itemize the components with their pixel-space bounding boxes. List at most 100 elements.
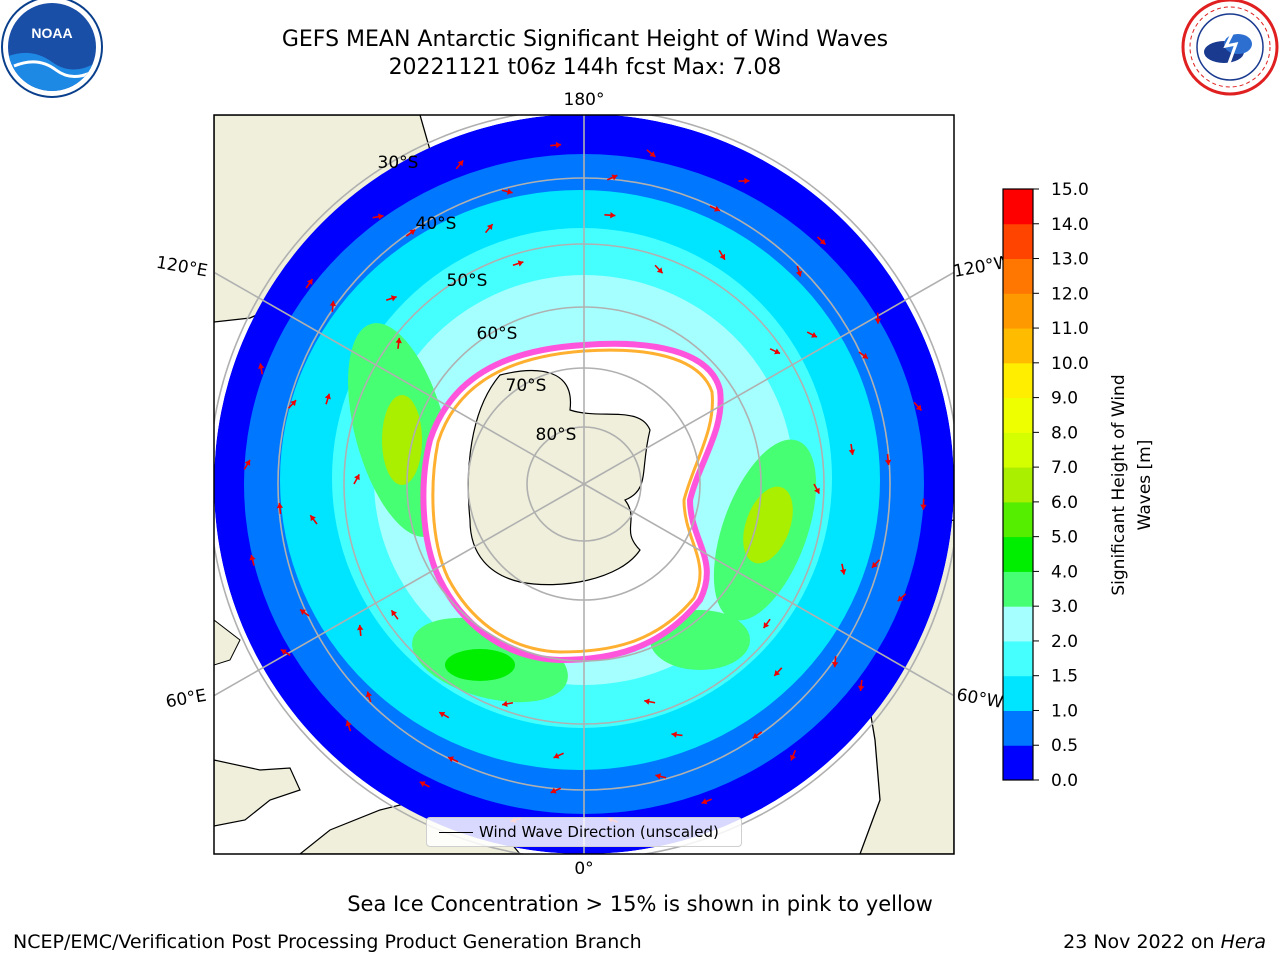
colorbar-tick-label: 4.0	[1051, 562, 1078, 582]
colorbar-tick-label: 6.0	[1051, 493, 1078, 513]
colorbar-tick-label: 1.0	[1051, 701, 1078, 721]
wind-wave-arrow-head	[439, 711, 446, 718]
noaa-logo-icon: NOAA	[1, 0, 103, 98]
legend-label: Wind Wave Direction (unscaled)	[479, 823, 719, 841]
wind-wave-arrow-head	[848, 449, 856, 455]
wind-wave-arrow-head	[310, 515, 316, 522]
colorbar-segment	[1003, 328, 1033, 364]
lat-label-30s: 30°S	[378, 153, 419, 173]
colorbar-tick-label: 14.0	[1051, 215, 1089, 235]
wind-wave-arrow-head	[391, 610, 397, 617]
wind-wave-arrow-head	[249, 554, 256, 561]
wind-wave-arrow-head	[814, 487, 820, 494]
footer-host: Hera	[1220, 931, 1266, 953]
colorbar-tick-label: 13.0	[1051, 250, 1089, 270]
lon-label-60e: 60°E	[164, 686, 208, 713]
colorbar-segment	[1003, 606, 1033, 642]
colorbar-label-line1: Significant Height of Wind	[1109, 374, 1129, 595]
noaa-logo-label: NOAA	[31, 25, 72, 41]
colorbar-frame	[1002, 188, 1034, 781]
lat-label-70s: 70°S	[506, 376, 547, 396]
sea-ice-note: Sea Ice Concentration > 15% is shown in …	[347, 892, 933, 916]
wind-wave-arrow-head	[701, 798, 708, 805]
wind-wave-arrow-head	[752, 732, 759, 739]
wind-wave-arrow-head	[774, 348, 781, 355]
wind-wave-arrow-head	[290, 400, 297, 407]
wind-wave-arrow-head	[486, 224, 493, 231]
wind-wave-arrow-head	[796, 270, 803, 277]
colorbar-tick-label: 2.0	[1051, 632, 1078, 652]
graticule	[214, 115, 954, 854]
wind-wave-arrow-head	[553, 752, 560, 759]
colorbar-tick-label: 15.0	[1051, 180, 1089, 200]
wind-wave-arrow-head	[819, 238, 826, 245]
plot-title-line2: 20221121 t06z 144h fcst Max: 7.08	[388, 55, 782, 80]
colorbar-tick-label: 10.0	[1051, 354, 1089, 374]
land-madagascar	[214, 619, 241, 666]
wind-wave-arrow-head	[448, 756, 454, 763]
wind-wave-arrow-head	[839, 569, 847, 575]
wind-wave-arrow-head	[897, 595, 904, 602]
colorbar-tick-label: 0.0	[1051, 771, 1078, 791]
wind-wave-arrow-head	[884, 459, 892, 466]
wind-wave-arrow-head	[655, 773, 662, 780]
colorbar-segment	[1003, 223, 1033, 260]
wind-wave-arrow-head	[774, 670, 781, 676]
wind-wave-arrow-head	[744, 177, 750, 185]
colorbar-tick-label: 9.0	[1051, 389, 1078, 409]
colorbar-segment	[1003, 432, 1033, 468]
colorbar-tick-label: 12.0	[1051, 284, 1089, 304]
colorbar-tick-label: 1.5	[1051, 667, 1078, 687]
plot-title-line1: GEFS MEAN Antarctic Significant Height o…	[281, 27, 889, 52]
wind-wave-arrow-head	[517, 260, 524, 267]
wind-wave-arrow-head	[258, 363, 265, 369]
wind-wave-arrow-head	[395, 337, 402, 344]
colorbar-segment	[1003, 293, 1033, 329]
wind-wave-arrow-head	[644, 698, 650, 705]
wind-wave-arrow-head	[419, 781, 426, 788]
colorbar-tick-label: 3.0	[1051, 597, 1078, 617]
colorbar-segment	[1003, 571, 1033, 607]
footer-date-text: 23 Nov 2022 on	[1063, 931, 1215, 953]
colorbar: 0.0 0.5 1.0 1.5 2.0 3.0 4.0 5.0 6.0 7.0 8.0 9.0 10.0…	[1002, 180, 1089, 791]
colorbar-segment	[1003, 467, 1033, 503]
lon-label-120e: 120°E	[155, 253, 209, 282]
wind-wave-arrow-head	[307, 279, 313, 285]
wind-wave-arrow-head	[276, 502, 284, 509]
wind-wave-arrow-head	[611, 174, 618, 181]
colorbar-tick-label: 0.5	[1051, 736, 1078, 756]
wind-wave-arrow-head	[409, 229, 416, 236]
colorbar-tick-label: 8.0	[1051, 423, 1078, 443]
colorbar-label-line2: Waves [m]	[1135, 440, 1155, 531]
footer-branch: NCEP/EMC/Verification Post Processing Pr…	[13, 931, 642, 953]
wind-wave-arrow-head	[649, 151, 656, 157]
colorbar-segment	[1003, 189, 1033, 225]
map-frame	[213, 114, 955, 855]
map-legend: Wind Wave Direction (unscaled)	[426, 817, 742, 847]
wind-wave-arrow-head	[345, 720, 352, 727]
wind-wave-arrow-head	[357, 624, 364, 631]
colorbar-segment	[1003, 501, 1033, 538]
wind-wave-arrow-head	[506, 188, 513, 195]
wind-wave-direction-arrows	[243, 141, 927, 824]
wind-wave-arrow-head	[354, 474, 360, 481]
wind-wave-arrow-head	[719, 253, 726, 260]
wind-wave-arrow-head	[763, 622, 770, 629]
footer-date: 23 Nov 2022 on Hera	[1063, 931, 1266, 953]
colorbar-segment	[1003, 397, 1033, 433]
legend-line-icon	[439, 832, 473, 833]
colorbar-segment	[1003, 675, 1033, 711]
wind-wave-arrow-head	[671, 731, 677, 738]
wind-wave-arrow-head	[915, 404, 922, 411]
wind-wave-arrow-head	[610, 212, 616, 219]
wind-wave-arrow-head	[874, 318, 882, 324]
lon-label-180: 180°	[564, 90, 605, 110]
wind-wave-arrow-head	[656, 267, 663, 274]
nws-logo-icon	[1181, 0, 1279, 96]
colorbar-segment	[1003, 536, 1033, 572]
wind-wave-arrow-head	[862, 353, 868, 359]
wind-wave-arrow-head	[457, 160, 464, 167]
wind-wave-arrow-head	[502, 700, 508, 707]
colorbar-tick-label: 11.0	[1051, 319, 1089, 339]
